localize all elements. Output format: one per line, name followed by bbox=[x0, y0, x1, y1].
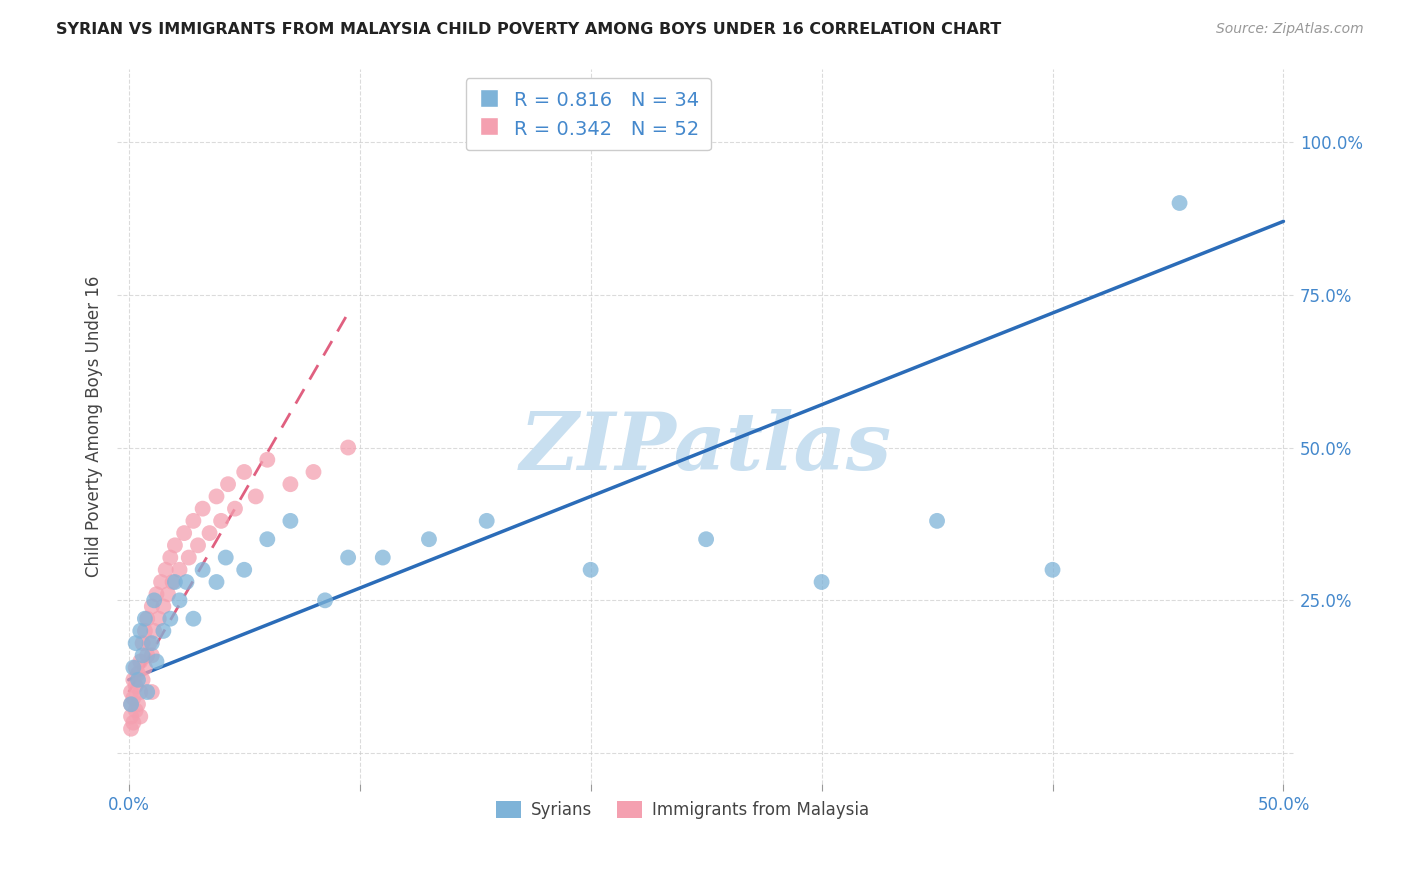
Point bbox=[127, 666, 149, 681]
Point bbox=[136, 648, 159, 663]
Point bbox=[256, 452, 278, 467]
Point bbox=[152, 624, 174, 638]
Point bbox=[136, 685, 159, 699]
Point bbox=[209, 514, 232, 528]
Point bbox=[159, 550, 181, 565]
Text: Source: ZipAtlas.com: Source: ZipAtlas.com bbox=[1216, 22, 1364, 37]
Point bbox=[191, 563, 214, 577]
Point bbox=[129, 655, 152, 669]
Point bbox=[418, 533, 440, 547]
Point bbox=[191, 501, 214, 516]
Point bbox=[187, 538, 209, 552]
Point bbox=[371, 550, 394, 565]
Point bbox=[205, 490, 228, 504]
Point bbox=[120, 698, 142, 712]
Point bbox=[122, 660, 145, 674]
Point bbox=[122, 673, 145, 687]
Point bbox=[256, 533, 278, 547]
Point bbox=[127, 698, 149, 712]
Point bbox=[169, 563, 191, 577]
Point bbox=[337, 441, 360, 455]
Point bbox=[176, 574, 198, 589]
Point bbox=[124, 703, 146, 717]
Point bbox=[163, 538, 186, 552]
Point bbox=[1168, 196, 1191, 211]
Point bbox=[169, 593, 191, 607]
Point bbox=[136, 612, 159, 626]
Point bbox=[579, 563, 602, 577]
Point bbox=[337, 550, 360, 565]
Point bbox=[129, 685, 152, 699]
Point bbox=[198, 526, 221, 541]
Point bbox=[156, 587, 179, 601]
Point bbox=[141, 685, 163, 699]
Point bbox=[150, 574, 173, 589]
Point bbox=[159, 612, 181, 626]
Point bbox=[141, 636, 163, 650]
Point bbox=[124, 636, 146, 650]
Point bbox=[129, 624, 152, 638]
Point bbox=[205, 574, 228, 589]
Point bbox=[124, 660, 146, 674]
Legend: Syrians, Immigrants from Malaysia: Syrians, Immigrants from Malaysia bbox=[489, 794, 876, 825]
Point bbox=[152, 599, 174, 614]
Point bbox=[925, 514, 948, 528]
Point bbox=[215, 550, 238, 565]
Point bbox=[122, 691, 145, 706]
Point bbox=[314, 593, 336, 607]
Point bbox=[162, 574, 184, 589]
Point bbox=[127, 673, 149, 687]
Point bbox=[173, 526, 195, 541]
Point bbox=[134, 624, 156, 638]
Point bbox=[134, 612, 156, 626]
Point bbox=[120, 709, 142, 723]
Point bbox=[129, 709, 152, 723]
Point bbox=[131, 636, 153, 650]
Point bbox=[155, 563, 177, 577]
Point bbox=[302, 465, 325, 479]
Point bbox=[280, 514, 302, 528]
Point bbox=[183, 514, 205, 528]
Point bbox=[134, 660, 156, 674]
Point bbox=[177, 550, 200, 565]
Point bbox=[131, 673, 153, 687]
Point bbox=[122, 715, 145, 730]
Point bbox=[148, 612, 170, 626]
Point bbox=[143, 593, 166, 607]
Point bbox=[475, 514, 498, 528]
Y-axis label: Child Poverty Among Boys Under 16: Child Poverty Among Boys Under 16 bbox=[86, 276, 103, 577]
Point bbox=[124, 679, 146, 693]
Point bbox=[810, 574, 832, 589]
Point bbox=[141, 648, 163, 663]
Point bbox=[280, 477, 302, 491]
Point bbox=[233, 465, 256, 479]
Point bbox=[1042, 563, 1064, 577]
Point bbox=[131, 648, 153, 663]
Point bbox=[245, 490, 267, 504]
Text: SYRIAN VS IMMIGRANTS FROM MALAYSIA CHILD POVERTY AMONG BOYS UNDER 16 CORRELATION: SYRIAN VS IMMIGRANTS FROM MALAYSIA CHILD… bbox=[56, 22, 1001, 37]
Point bbox=[183, 612, 205, 626]
Point bbox=[120, 722, 142, 736]
Point bbox=[143, 624, 166, 638]
Point bbox=[120, 698, 142, 712]
Point bbox=[145, 587, 167, 601]
Point bbox=[163, 574, 186, 589]
Point bbox=[224, 501, 246, 516]
Text: ZIPatlas: ZIPatlas bbox=[520, 409, 893, 486]
Point bbox=[120, 685, 142, 699]
Point bbox=[145, 655, 167, 669]
Point bbox=[217, 477, 239, 491]
Point bbox=[138, 636, 160, 650]
Point bbox=[141, 599, 163, 614]
Point bbox=[695, 533, 717, 547]
Point bbox=[233, 563, 256, 577]
